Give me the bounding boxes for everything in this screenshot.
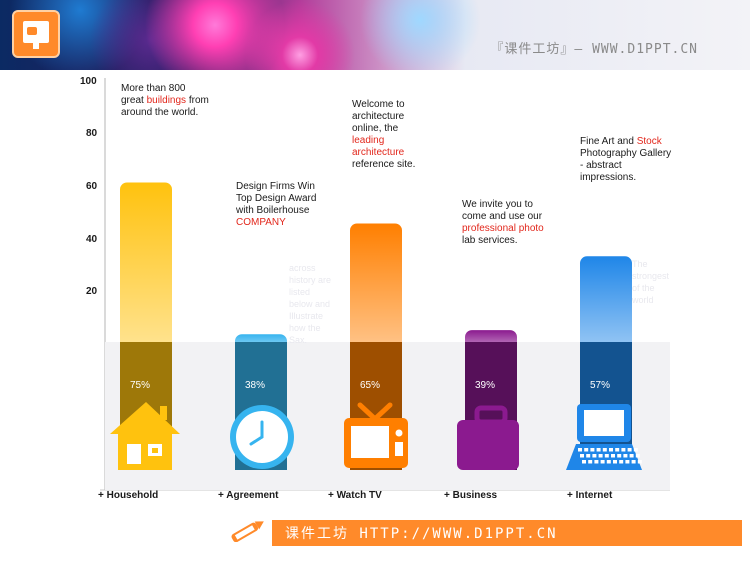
tv-icon bbox=[344, 402, 408, 468]
category-label: + Watch TV bbox=[328, 490, 382, 501]
bar-value-label: 57% bbox=[590, 380, 611, 391]
annotation-text: Photography Gallery - abstract impressio… bbox=[580, 148, 672, 183]
bar-value-label: 75% bbox=[130, 380, 151, 391]
footer-text: 课件工坊 HTTP://WWW.D1PPT.CN bbox=[285, 526, 558, 542]
annotation-text: Fine Art and bbox=[580, 136, 637, 147]
bar-annotation: Design Firms Win Top Design Award with B… bbox=[236, 181, 318, 229]
bar-value-label: 39% bbox=[475, 380, 496, 391]
annotation-text: from around the world. bbox=[121, 95, 209, 118]
bar-4 bbox=[580, 256, 632, 350]
bar-annotation: We invite you to come and use our profes… bbox=[462, 199, 558, 247]
clock-icon bbox=[230, 405, 294, 469]
y-tick-label: 20 bbox=[86, 286, 98, 297]
y-tick-label: 40 bbox=[86, 234, 98, 245]
faint-text: across history are listed below and Illu… bbox=[289, 263, 332, 345]
annotation-text: buildings bbox=[146, 95, 187, 106]
y-tick-label: 60 bbox=[86, 181, 98, 192]
y-tick-label: 100 bbox=[80, 76, 97, 87]
annotation-text: Stock bbox=[636, 136, 662, 147]
category-label: + Internet bbox=[567, 490, 613, 501]
bar-annotation: Fine Art and Stock Photography Gallery -… bbox=[580, 136, 676, 184]
briefcase-icon bbox=[457, 405, 519, 470]
house-icon bbox=[110, 402, 180, 470]
presentation-icon bbox=[12, 10, 60, 58]
annotation-text: professional photo bbox=[462, 223, 544, 234]
bar-annotation: More than 800 great buildings from aroun… bbox=[121, 83, 211, 119]
category-label: + Household bbox=[98, 490, 159, 501]
bar-0 bbox=[120, 182, 172, 350]
annotation-text: Design Firms Win Top Design Award with B… bbox=[236, 181, 317, 216]
header-title: 『课件工坊』— WWW.D1PPT.CN bbox=[490, 42, 698, 57]
pencil-icon bbox=[231, 521, 264, 542]
bar-2 bbox=[350, 223, 402, 350]
category-label: + Business bbox=[444, 490, 498, 501]
chart-canvas bbox=[100, 78, 670, 491]
laptop-icon bbox=[566, 404, 642, 470]
faint-text: The strongest of the world bbox=[632, 259, 670, 305]
y-tick-label: 80 bbox=[86, 128, 98, 139]
annotation-text: More than 800 great bbox=[121, 83, 186, 106]
bar-annotation: Welcome to architecture online, the lead… bbox=[352, 99, 424, 171]
bar-chart bbox=[0, 70, 750, 500]
annotation-text: Welcome to architecture online, the bbox=[352, 99, 405, 134]
annotation-text: reference site. bbox=[352, 159, 416, 170]
annotation-text: COMPANY bbox=[236, 217, 286, 228]
bar-value-label: 38% bbox=[245, 380, 266, 391]
category-label: + Agreement bbox=[218, 490, 279, 501]
annotation-text: lab services. bbox=[462, 235, 518, 246]
annotation-text: leading architecture bbox=[352, 135, 405, 158]
header-banner: 『课件工坊』— WWW.D1PPT.CN bbox=[0, 0, 750, 70]
annotation-text: We invite you to come and use our bbox=[462, 199, 543, 222]
bar-value-label: 65% bbox=[360, 380, 381, 391]
footer-bar bbox=[272, 520, 742, 546]
